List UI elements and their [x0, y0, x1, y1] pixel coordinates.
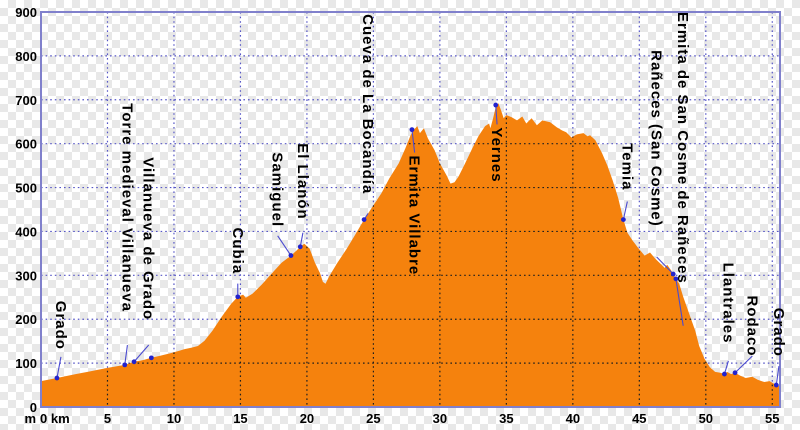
- waypoint-markers: [54, 102, 779, 388]
- waypoint-label-llantrales: Llantrales: [719, 263, 736, 344]
- waypoint-connector-rodaco: [734, 355, 753, 374]
- x-tick-label-10: 10: [167, 411, 181, 426]
- grid-inside-area: [41, 103, 780, 407]
- waypoint-label-grado: Grado: [52, 301, 69, 350]
- x-tick-label-55: 55: [765, 411, 779, 426]
- waypoint-labels: Grado Torre medieval Villanueva Villanueva…: [52, 12, 787, 357]
- y-tick-label-900: 900: [15, 5, 37, 20]
- waypoint-marker-ermita-de-san-cosme-de-raneces: [673, 276, 679, 282]
- y-tick-label-0: 0: [30, 400, 37, 415]
- route-point-marker-0: [148, 355, 154, 361]
- waypoint-connector-raneces-san-cosme: [656, 256, 674, 275]
- waypoint-label-el-llanon: El Llanón: [294, 143, 311, 220]
- y-tick-label-800: 800: [15, 49, 37, 64]
- y-axis-unit: m: [24, 411, 36, 426]
- x-origin-label: 0 km: [40, 411, 70, 426]
- waypoint-marker-villanueva-de-grado: [131, 359, 137, 365]
- y-tick-label-700: 700: [15, 93, 37, 108]
- waypoint-connector-samiguel: [277, 235, 292, 256]
- waypoint-label-cubia: Cubia: [229, 227, 246, 274]
- waypoint-marker-grado: [54, 375, 60, 381]
- waypoint-label-rodaco: Rodaco: [743, 296, 760, 357]
- waypoint-label-samiguel: Samiguel: [269, 152, 286, 227]
- x-tick-label-30: 30: [433, 411, 447, 426]
- waypoint-label-cueva-de-la-bocandia: Cueva de La Bocandía: [359, 14, 376, 194]
- plot-border: [40, 11, 781, 408]
- waypoint-marker-ermita-villabre: [409, 127, 415, 133]
- waypoint-connectors: [56, 105, 780, 386]
- elevation-area: [41, 103, 780, 408]
- y-tick-label-400: 400: [15, 224, 37, 239]
- waypoint-label-ermita-villabre: Ermita Villabre: [406, 156, 423, 276]
- waypoint-connector-temia: [622, 201, 628, 220]
- x-tick-label-50: 50: [699, 411, 713, 426]
- y-tick-label-300: 300: [15, 268, 37, 283]
- waypoint-connector-grado: [56, 356, 62, 379]
- waypoint-marker-grado: [773, 382, 779, 388]
- waypoint-marker-torre-medieval-villanueva: [122, 362, 128, 368]
- waypoint-marker-llantrales: [722, 371, 727, 377]
- x-tick-label-20: 20: [300, 411, 314, 426]
- waypoint-label-ermita-de-san-cosme-de-raneces: Ermita de San Cosme de Rañeces: [674, 12, 691, 284]
- waypoint-connector-villanueva-de-grado: [133, 344, 150, 363]
- x-tick-label-5: 5: [104, 411, 111, 426]
- waypoint-label-raneces-san-cosme: Rañeces (San Cosme): [648, 50, 665, 227]
- x-tick-label-40: 40: [566, 411, 580, 426]
- waypoint-marker-el-llanon: [297, 244, 303, 250]
- x-tick-label-25: 25: [366, 411, 380, 426]
- waypoint-marker-cueva-de-la-bocandia: [361, 217, 367, 222]
- x-tick-label-45: 45: [632, 411, 646, 426]
- x-tick-label-35: 35: [499, 411, 513, 426]
- waypoint-label-torre-medieval-villanueva: Torre medieval Villanueva: [118, 103, 135, 312]
- y-tick-label-200: 200: [15, 312, 37, 327]
- x-tick-label-15: 15: [233, 411, 247, 426]
- waypoint-label-temia: Temia: [618, 143, 635, 190]
- waypoint-marker-temia: [620, 217, 626, 222]
- waypoint-label-yernes: Yernes: [488, 127, 505, 182]
- waypoint-marker-rodaco: [732, 370, 738, 376]
- y-tick-label-500: 500: [15, 181, 37, 196]
- waypoint-connector-grado: [775, 366, 780, 386]
- waypoint-connector-ermita-de-san-cosme-de-raneces: [675, 278, 684, 326]
- waypoint-label-grado: Grado: [770, 308, 787, 357]
- waypoint-marker-samiguel: [288, 253, 294, 258]
- y-tick-label-600: 600: [15, 137, 37, 152]
- y-tick-label-100: 100: [15, 356, 37, 371]
- axis-labels: 0 100 200 300 400 500 600 700 800 900 m 0 km 5 10 15 20…: [15, 5, 779, 426]
- waypoint-connector-ermita-villabre: [411, 129, 416, 153]
- waypoint-connector-yernes: [495, 105, 498, 125]
- waypoint-label-villanueva-de-grado: Villanueva de Grado: [140, 157, 157, 320]
- waypoint-marker-yernes: [493, 102, 499, 108]
- waypoint-marker-cubia: [235, 294, 241, 300]
- waypoint-connector-torre-medieval-villanueva: [124, 344, 128, 365]
- waypoint-marker-raneces-san-cosme: [670, 271, 676, 277]
